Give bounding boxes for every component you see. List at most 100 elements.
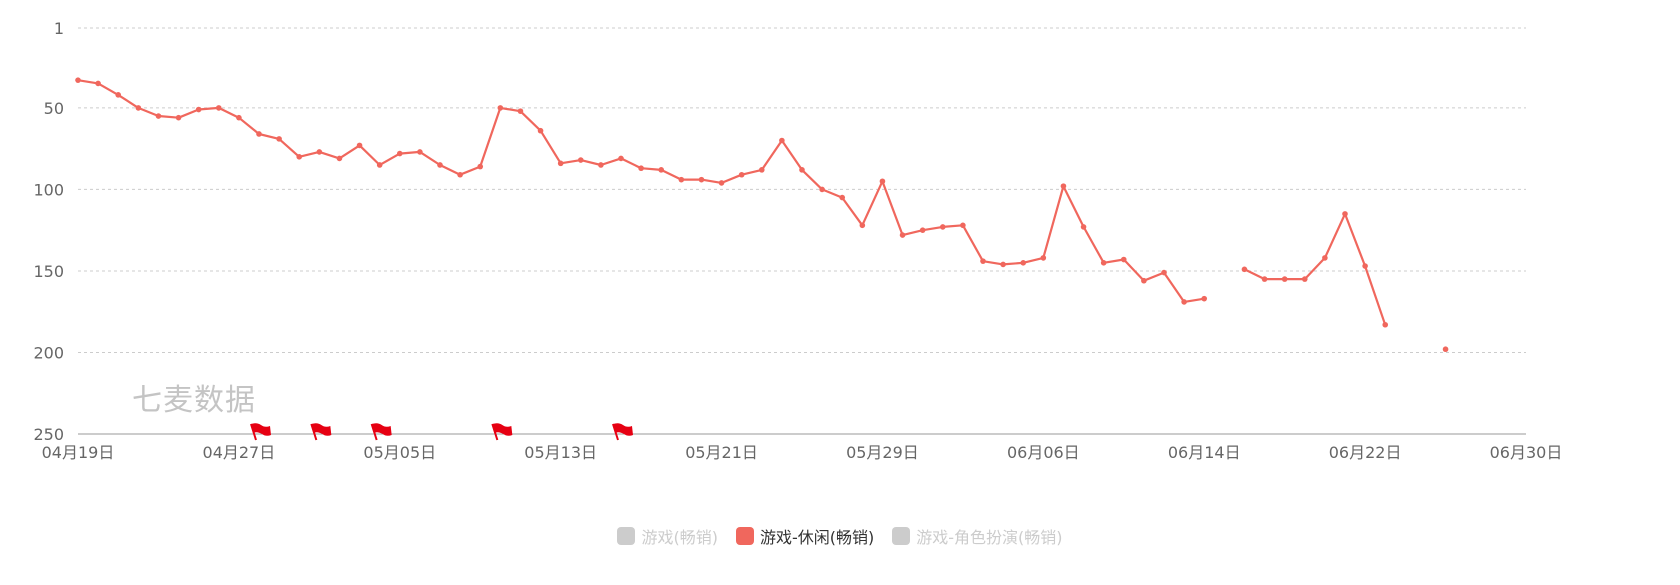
- data-point[interactable]: [1181, 299, 1187, 305]
- data-point[interactable]: [1120, 256, 1127, 263]
- data-point[interactable]: [980, 258, 986, 264]
- data-point[interactable]: [919, 227, 926, 233]
- data-point[interactable]: [758, 167, 765, 173]
- x-tick-label: 04月27日: [203, 443, 276, 462]
- data-point[interactable]: [1301, 276, 1308, 282]
- y-tick-label: 1: [54, 19, 64, 38]
- data-point[interactable]: [517, 108, 524, 114]
- data-point[interactable]: [457, 171, 463, 178]
- data-point[interactable]: [376, 162, 383, 168]
- data-point[interactable]: [497, 105, 504, 111]
- data-point[interactable]: [939, 224, 946, 230]
- data-point[interactable]: [678, 176, 685, 183]
- data-point[interactable]: [598, 162, 604, 168]
- data-point[interactable]: [537, 127, 544, 134]
- data-point[interactable]: [1040, 255, 1047, 261]
- x-tick-label: 06月14日: [1168, 443, 1241, 462]
- y-tick-label: 100: [33, 180, 64, 199]
- data-point[interactable]: [1161, 269, 1167, 276]
- event-flag-icon[interactable]: [250, 423, 271, 441]
- data-point[interactable]: [215, 105, 222, 111]
- data-point[interactable]: [638, 165, 644, 172]
- data-point[interactable]: [718, 180, 725, 186]
- data-point[interactable]: [859, 222, 866, 229]
- data-point[interactable]: [296, 154, 303, 160]
- x-tick-label: 05月13日: [524, 443, 597, 462]
- data-point[interactable]: [437, 162, 443, 168]
- legend-swatch: [892, 527, 911, 545]
- legend-item-casual-grossing[interactable]: 游戏-休闲(畅销): [735, 524, 875, 548]
- data-point[interactable]: [1060, 183, 1067, 189]
- data-point[interactable]: [115, 92, 122, 98]
- event-flags[interactable]: [250, 423, 633, 441]
- x-tick-label: 06月30日: [1490, 443, 1563, 462]
- data-point[interactable]: [1261, 276, 1268, 282]
- grid-layer: [78, 27, 1526, 435]
- data-point[interactable]: [879, 178, 886, 185]
- x-tick-label: 06月06日: [1007, 443, 1080, 462]
- data-point[interactable]: [1442, 346, 1449, 353]
- data-point[interactable]: [417, 149, 423, 155]
- data-point[interactable]: [839, 194, 846, 201]
- data-point[interactable]: [1342, 211, 1348, 217]
- data-point[interactable]: [779, 137, 785, 144]
- data-point[interactable]: [557, 160, 564, 167]
- x-tick-label: 04月19日: [42, 443, 115, 462]
- x-tick-label: 05月21日: [685, 443, 758, 462]
- data-point[interactable]: [75, 77, 81, 83]
- event-flag-icon[interactable]: [612, 423, 633, 441]
- data-point[interactable]: [1382, 321, 1389, 328]
- data-point[interactable]: [577, 157, 584, 163]
- data-point[interactable]: [819, 186, 825, 193]
- data-point[interactable]: [738, 171, 745, 178]
- legend-item-rpg-grossing[interactable]: 游戏-角色扮演(畅销): [892, 524, 1063, 548]
- data-point[interactable]: [1362, 263, 1368, 269]
- data-point[interactable]: [256, 131, 262, 137]
- y-tick-label: 50: [44, 99, 64, 118]
- data-point[interactable]: [799, 167, 805, 173]
- data-point[interactable]: [960, 222, 966, 229]
- legend-label: 游戏-休闲(畅销): [759, 528, 875, 547]
- data-point[interactable]: [336, 155, 343, 162]
- series-line: [77, 79, 1205, 303]
- data-point[interactable]: [1080, 224, 1087, 230]
- series-line: [1243, 212, 1387, 326]
- data-point[interactable]: [1201, 295, 1208, 302]
- legend-item-game-grossing[interactable]: 游戏(畅销): [617, 524, 718, 548]
- data-point[interactable]: [899, 232, 906, 238]
- series-layer[interactable]: [75, 77, 1449, 353]
- data-point[interactable]: [175, 114, 182, 121]
- x-tick-label: 05月05日: [363, 443, 436, 462]
- event-flag-icon[interactable]: [491, 423, 513, 441]
- data-point[interactable]: [236, 114, 242, 121]
- data-point[interactable]: [1281, 276, 1288, 282]
- data-point[interactable]: [396, 150, 403, 157]
- data-point[interactable]: [195, 106, 202, 113]
- event-flag-icon[interactable]: [310, 423, 332, 441]
- data-point[interactable]: [698, 176, 705, 183]
- x-tick-label: 05月29日: [846, 443, 919, 462]
- data-point[interactable]: [1100, 259, 1107, 266]
- watermark: 七麦数据: [132, 383, 256, 418]
- data-point[interactable]: [95, 80, 101, 87]
- data-point[interactable]: [1322, 255, 1328, 261]
- data-point[interactable]: [1141, 277, 1147, 284]
- data-point[interactable]: [356, 142, 363, 149]
- legend: 游戏(畅销) 游戏-休闲(畅销) 游戏-角色扮演(畅销): [0, 524, 1680, 548]
- legend-label: 游戏(畅销): [641, 528, 718, 547]
- data-point[interactable]: [135, 105, 142, 111]
- data-point[interactable]: [1000, 261, 1006, 268]
- event-flag-icon[interactable]: [370, 423, 392, 441]
- data-point[interactable]: [316, 149, 323, 155]
- data-point[interactable]: [155, 113, 162, 119]
- data-point[interactable]: [477, 163, 484, 170]
- data-point[interactable]: [618, 155, 624, 162]
- data-point[interactable]: [276, 136, 282, 142]
- data-point[interactable]: [1020, 259, 1027, 266]
- data-point[interactable]: [658, 167, 665, 173]
- data-point[interactable]: [1241, 266, 1248, 273]
- y-tick-label: 150: [33, 262, 64, 281]
- y-tick-label: 250: [33, 425, 64, 444]
